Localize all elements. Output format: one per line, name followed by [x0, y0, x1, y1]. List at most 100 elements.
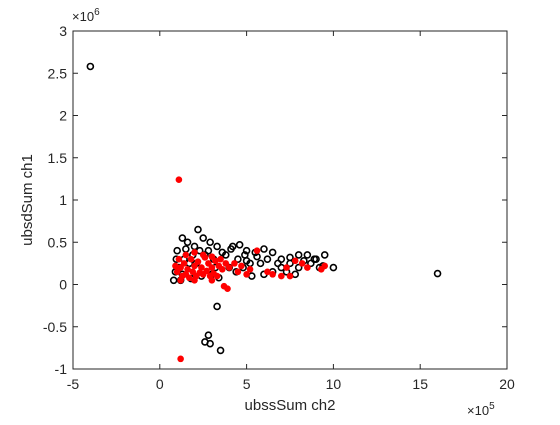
- data-point-red: [180, 260, 188, 267]
- data-point-black: [204, 331, 213, 340]
- data-point-black: [329, 263, 338, 272]
- data-point-black: [204, 246, 213, 255]
- data-point-red: [269, 271, 276, 278]
- data-point-black: [194, 225, 202, 234]
- data-point-black: [263, 255, 272, 263]
- data-point-red: [172, 262, 179, 270]
- data-point-red: [286, 272, 294, 280]
- data-point-red: [203, 267, 210, 275]
- y-tick-label: -1: [55, 361, 68, 377]
- data-point-red: [198, 264, 205, 271]
- x-tick-label: 10: [326, 376, 342, 392]
- data-point-black: [268, 248, 277, 257]
- axis-ticks: -5 0 5 10 15 20 -1 -0.5 0 0.5 1 1.5 2 2.5 3: [43, 23, 515, 392]
- data-point-black: [320, 251, 329, 259]
- data-point-red: [264, 268, 271, 276]
- data-point-black: [303, 251, 312, 259]
- data-point-red: [177, 355, 184, 363]
- plot-area-frame: [72, 30, 508, 370]
- data-point-black: [169, 276, 178, 285]
- data-point-red: [304, 264, 311, 271]
- data-point-black: [227, 245, 235, 253]
- y-axis-label: ubsdSum ch1: [19, 154, 36, 246]
- x-axis-label: ubssSum ch2: [245, 397, 336, 414]
- y-tick-label: 2.5: [48, 65, 68, 81]
- data-point-black: [274, 259, 282, 268]
- y-tick-label: 1: [59, 192, 67, 208]
- data-point-black: [86, 62, 95, 71]
- data-point-black: [213, 242, 221, 251]
- x-tick-label: 5: [243, 376, 251, 392]
- data-point-black: [256, 259, 265, 268]
- y-tick-label: 0.5: [48, 234, 68, 250]
- x-tick-label: 0: [156, 376, 164, 392]
- data-point-black: [286, 259, 294, 268]
- data-point-red: [321, 262, 329, 270]
- data-point-red: [253, 247, 261, 254]
- data-point-black: [294, 263, 303, 272]
- data-point-red: [199, 251, 207, 259]
- data-point-red: [217, 255, 224, 263]
- data-point-red: [220, 282, 228, 290]
- data-point-red: [234, 268, 242, 276]
- y-tick-label: 1.5: [48, 150, 68, 166]
- data-point-black: [206, 238, 214, 247]
- data-point-red: [182, 251, 190, 259]
- data-point-red: [186, 274, 193, 282]
- y-tick-label: 2: [59, 108, 67, 124]
- y-tick-label: 3: [59, 23, 67, 39]
- data-point-black: [221, 251, 230, 259]
- y-axis-exponent: ×106: [72, 7, 100, 24]
- data-point-black: [242, 246, 251, 255]
- data-point-red: [246, 265, 254, 273]
- x-tick-label: -5: [67, 376, 80, 392]
- data-point-black: [260, 245, 268, 253]
- data-point-black: [199, 234, 207, 242]
- red-filled-circle-series: [172, 176, 329, 363]
- data-point-red: [218, 265, 226, 273]
- data-point-black: [216, 346, 225, 355]
- data-point-red: [177, 276, 184, 284]
- data-point-red: [187, 255, 195, 263]
- data-point-black: [201, 338, 209, 346]
- data-point-black: [182, 245, 190, 253]
- data-point-black: [183, 238, 192, 247]
- data-point-red: [208, 253, 216, 260]
- data-point-red: [208, 276, 216, 284]
- data-point-black: [213, 302, 221, 311]
- data-point-black: [433, 269, 442, 278]
- data-point-black: [241, 251, 249, 259]
- y-tick-label: 0: [59, 277, 67, 293]
- data-point-red: [191, 276, 198, 284]
- data-point-red: [175, 176, 183, 184]
- data-point-red: [175, 255, 183, 263]
- data-point-black: [234, 255, 242, 263]
- data-point-red: [231, 260, 238, 267]
- y-tick-label: -0.5: [43, 319, 67, 335]
- data-point-red: [191, 249, 198, 256]
- data-point-black: [235, 240, 244, 249]
- x-tick-label: 20: [499, 376, 515, 392]
- data-point-black: [310, 255, 319, 263]
- black-open-circle-series: [86, 62, 442, 355]
- data-point-red: [238, 262, 245, 270]
- data-point-red: [283, 264, 290, 271]
- data-point-black: [173, 246, 181, 255]
- data-point-red: [225, 264, 233, 271]
- data-point-red: [213, 272, 221, 280]
- data-point-red: [208, 264, 216, 271]
- x-axis-exponent: ×105: [467, 401, 495, 418]
- data-point-red: [291, 257, 299, 265]
- data-point-black: [178, 234, 187, 242]
- data-point-black: [286, 253, 294, 262]
- data-point-black: [294, 251, 303, 259]
- data-point-red: [298, 260, 306, 267]
- data-point-red: [243, 271, 250, 278]
- axis-labels: ubssSum ch2 ubsdSum ch1 ×106 ×105: [19, 7, 495, 418]
- data-point-red: [194, 258, 202, 265]
- data-point-red: [278, 272, 285, 280]
- x-tick-label: 15: [412, 376, 428, 392]
- data-point-red: [184, 265, 191, 273]
